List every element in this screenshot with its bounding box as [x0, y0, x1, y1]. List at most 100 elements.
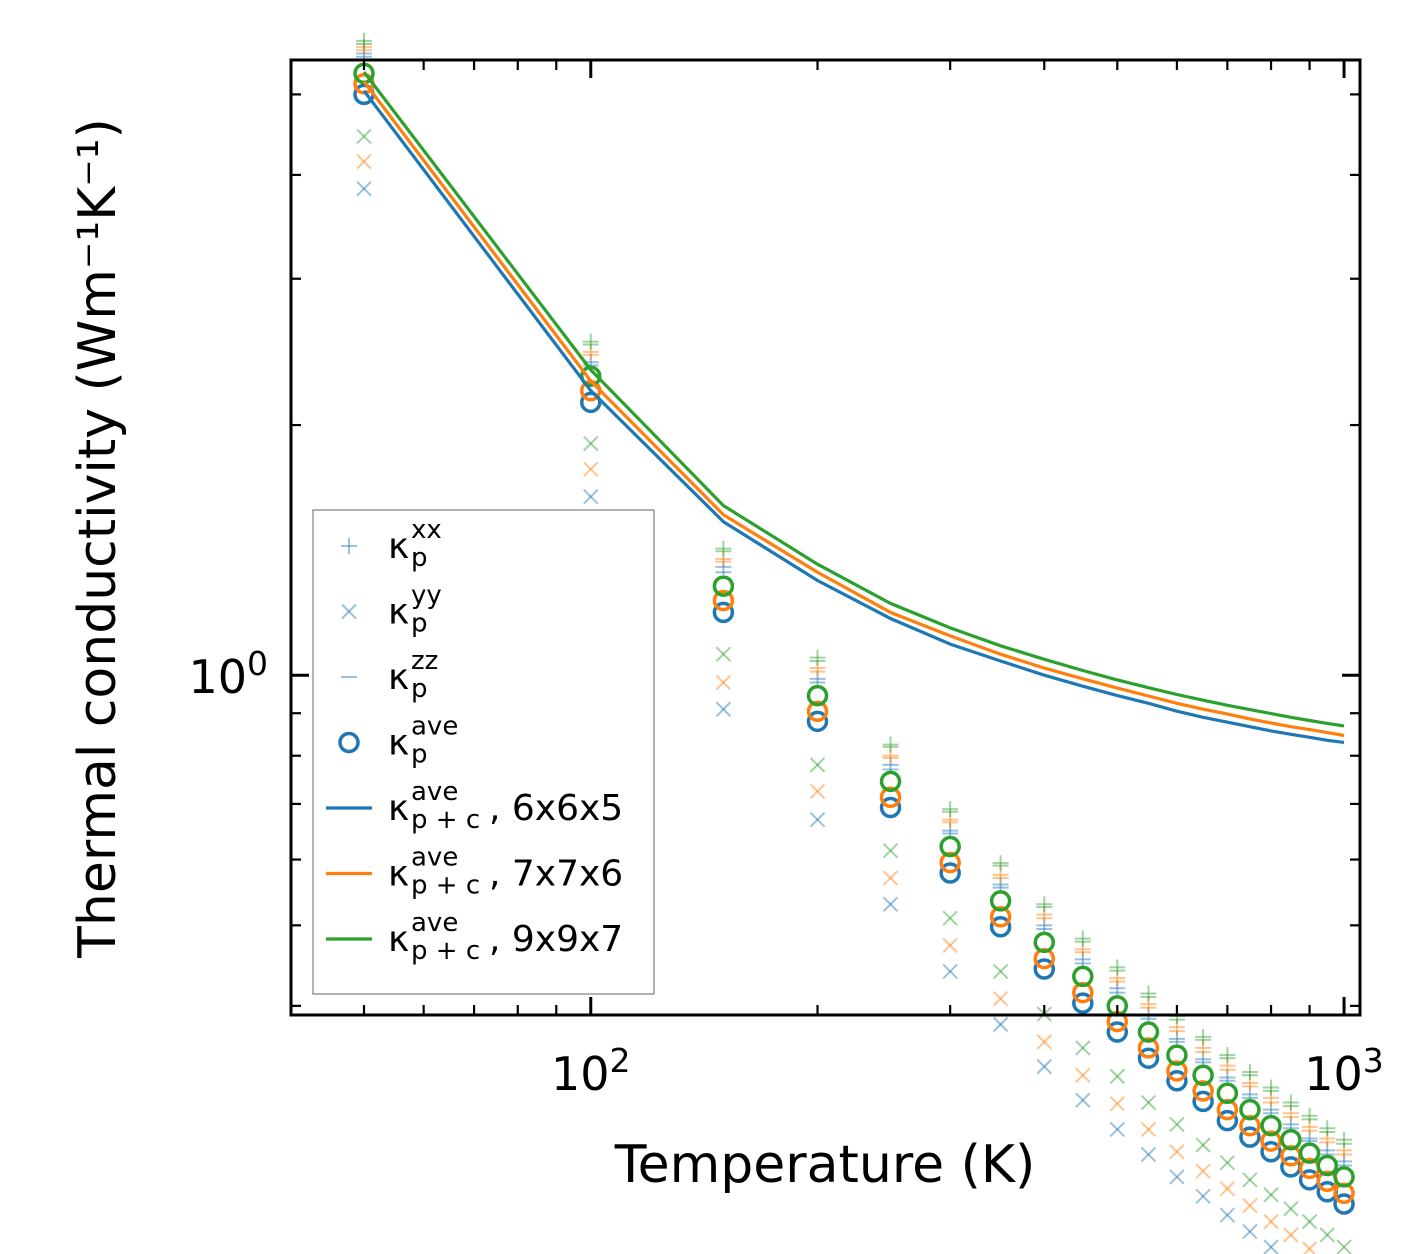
kave-point-7x7x6-600: [1166, 1060, 1188, 1082]
legend-label-2: κzz p: [388, 646, 438, 704]
y-tick-label-exp: 0: [247, 644, 268, 683]
plot-frame: [289, 58, 1362, 1017]
x-tick-label-base: 10: [551, 1047, 610, 1101]
legend-subscript: p: [411, 740, 428, 770]
kave-point-6x6x5-600: [1166, 1070, 1188, 1092]
legend-item-2: κzz p: [341, 646, 438, 704]
kyy-point-9x9x7-500-a: [1109, 1068, 1125, 1085]
kyy-point-6x6x5-450-b: [1075, 1092, 1091, 1108]
kyy-point-6x6x5-250-b: [882, 896, 899, 913]
kyy-point-7x7x6-300-a: [942, 937, 958, 954]
kyy-point-9x9x7-900-b: [1301, 1213, 1318, 1230]
kyy-point-9x9x7-300-a: [942, 910, 958, 926]
legend-item-4: κave p + c , 6x6x5: [326, 777, 623, 835]
kyy-point-7x7x6-500-a: [1109, 1096, 1125, 1112]
kave-point-6x6x5-800: [1260, 1140, 1282, 1163]
legend-suffix: , 7x7x6: [489, 854, 623, 895]
series-7x7x6: [356, 39, 1353, 1254]
kave-point-6x6x5-100: [580, 391, 602, 414]
kave-point-6x6x5-350: [989, 916, 1012, 938]
kave-point-7x7x6-150: [712, 589, 735, 612]
kave-point-6x6x5-700: [1216, 1109, 1239, 1132]
kyy-point-9x9x7-750-b: [1242, 1172, 1258, 1188]
kyy-point-6x6x5-100-b: [583, 488, 599, 505]
kave-point-9x9x7-700: [1216, 1082, 1239, 1104]
kyy-point-7x7x6-50-a: [356, 153, 372, 170]
y-axis-label: Thermal conductivity (Wm⁻¹K⁻¹): [68, 118, 128, 959]
kyy-point-7x7x6-850-b: [1283, 1227, 1299, 1243]
kyy-point-7x7x6-750-a: [1242, 1197, 1258, 1214]
kpc-line-7x7x6: [362, 80, 1345, 738]
kyy-point-6x6x5-800-a: [1263, 1239, 1279, 1254]
legend-marker-circle: [338, 731, 360, 754]
kpc-line-6x6x5: [362, 89, 1345, 744]
kyy-point-7x7x6-800-b: [1263, 1213, 1279, 1230]
kyy-point-7x7x6-700-a: [1219, 1180, 1236, 1197]
kyy-point-9x9x7-600-a: [1169, 1116, 1185, 1133]
kave-point-9x9x7-250: [879, 770, 902, 793]
kyy-point-6x6x5-550-a: [1140, 1146, 1157, 1163]
legend-label-6: κave p + c , 9x9x7: [388, 908, 623, 966]
kave-point-6x6x5-450: [1072, 992, 1094, 1014]
kyy-point-9x9x7-950-b: [1319, 1227, 1335, 1243]
kave-point-6x6x5-1000: [1333, 1193, 1355, 1215]
kyy-point-6x6x5-500-a: [1109, 1121, 1125, 1138]
kyy-point-6x6x5-800-b: [1263, 1239, 1279, 1254]
y-tick-label-base: 10: [188, 650, 247, 704]
kave-point-7x7x6-350: [989, 906, 1012, 928]
legend-superscript: zz: [411, 646, 438, 676]
legend-label-5: κave p + c , 7x7x6: [388, 843, 623, 901]
kyy-point-6x6x5-150-a: [715, 701, 732, 717]
kyy-point-6x6x5-550-b: [1140, 1146, 1157, 1163]
kyy-point-6x6x5-300-a: [942, 963, 958, 980]
kyy-point-7x7x6-100-b: [583, 461, 599, 477]
legend-suffix: , 9x9x7: [489, 919, 623, 960]
kyy-point-9x9x7-100-a: [583, 435, 599, 452]
kyy-point-6x6x5-300-b: [942, 963, 958, 980]
kyy-point-7x7x6-750-b: [1242, 1197, 1258, 1214]
kyy-point-6x6x5-200-a: [809, 812, 826, 828]
kave-point-7x7x6-250: [879, 786, 902, 809]
legend-subscript: p + c: [411, 871, 480, 901]
kave-point-9x9x7-1000: [1333, 1166, 1355, 1188]
kave-point-6x6x5-550: [1137, 1047, 1160, 1069]
kyy-point-7x7x6-550-a: [1140, 1121, 1157, 1138]
kyy-point-7x7x6-300-b: [942, 937, 958, 954]
legend-item-6: κave p + c , 9x9x7: [326, 908, 623, 966]
kyy-point-9x9x7-750-a: [1242, 1172, 1258, 1188]
kave-point-7x7x6-200: [806, 700, 829, 722]
kave-point-9x9x7-200: [806, 684, 829, 707]
x-axis-label: Temperature (K): [614, 1135, 1036, 1195]
kyy-point-6x6x5-100-a: [583, 488, 599, 505]
kyy-point-7x7x6-450-a: [1075, 1067, 1091, 1083]
legend-superscript: ave: [411, 777, 458, 807]
kyy-point-9x9x7-850-a: [1283, 1201, 1299, 1217]
kyy-point-9x9x7-300-b: [942, 910, 958, 926]
legend-suffix: , 6x6x5: [489, 788, 623, 829]
kyy-point-9x9x7-500-b: [1109, 1068, 1125, 1085]
kave-point-6x6x5-250: [879, 796, 902, 819]
kyy-point-9x9x7-350-b: [992, 963, 1009, 980]
kyy-point-6x6x5-700-a: [1219, 1207, 1236, 1223]
kyy-point-9x9x7-850-b: [1283, 1201, 1299, 1217]
kyy-point-7x7x6-600-b: [1169, 1144, 1185, 1160]
kave-point-6x6x5-650: [1192, 1090, 1214, 1113]
legend-label-3: κave p: [388, 712, 458, 770]
kyy-point-9x9x7-800-a: [1263, 1187, 1279, 1203]
kave-point-7x7x6-750: [1239, 1114, 1261, 1137]
kave-point-9x9x7-400: [1033, 931, 1056, 954]
legend-symbol: κ: [388, 854, 409, 895]
kyy-point-7x7x6-200-a: [809, 783, 826, 799]
kyy-point-9x9x7-250-a: [882, 842, 899, 859]
legend-item-0: κxx p: [341, 515, 442, 573]
legend-superscript: xx: [411, 515, 442, 545]
kyy-point-7x7x6-400-b: [1036, 1034, 1052, 1050]
kave-point-9x9x7-750: [1239, 1098, 1261, 1121]
kyy-point-9x9x7-450-a: [1075, 1040, 1091, 1056]
kyy-point-6x6x5-450-a: [1075, 1092, 1091, 1108]
kyy-point-7x7x6-500-b: [1109, 1096, 1125, 1112]
legend-box: [312, 509, 655, 995]
tick-layer: [289, 60, 1360, 1015]
